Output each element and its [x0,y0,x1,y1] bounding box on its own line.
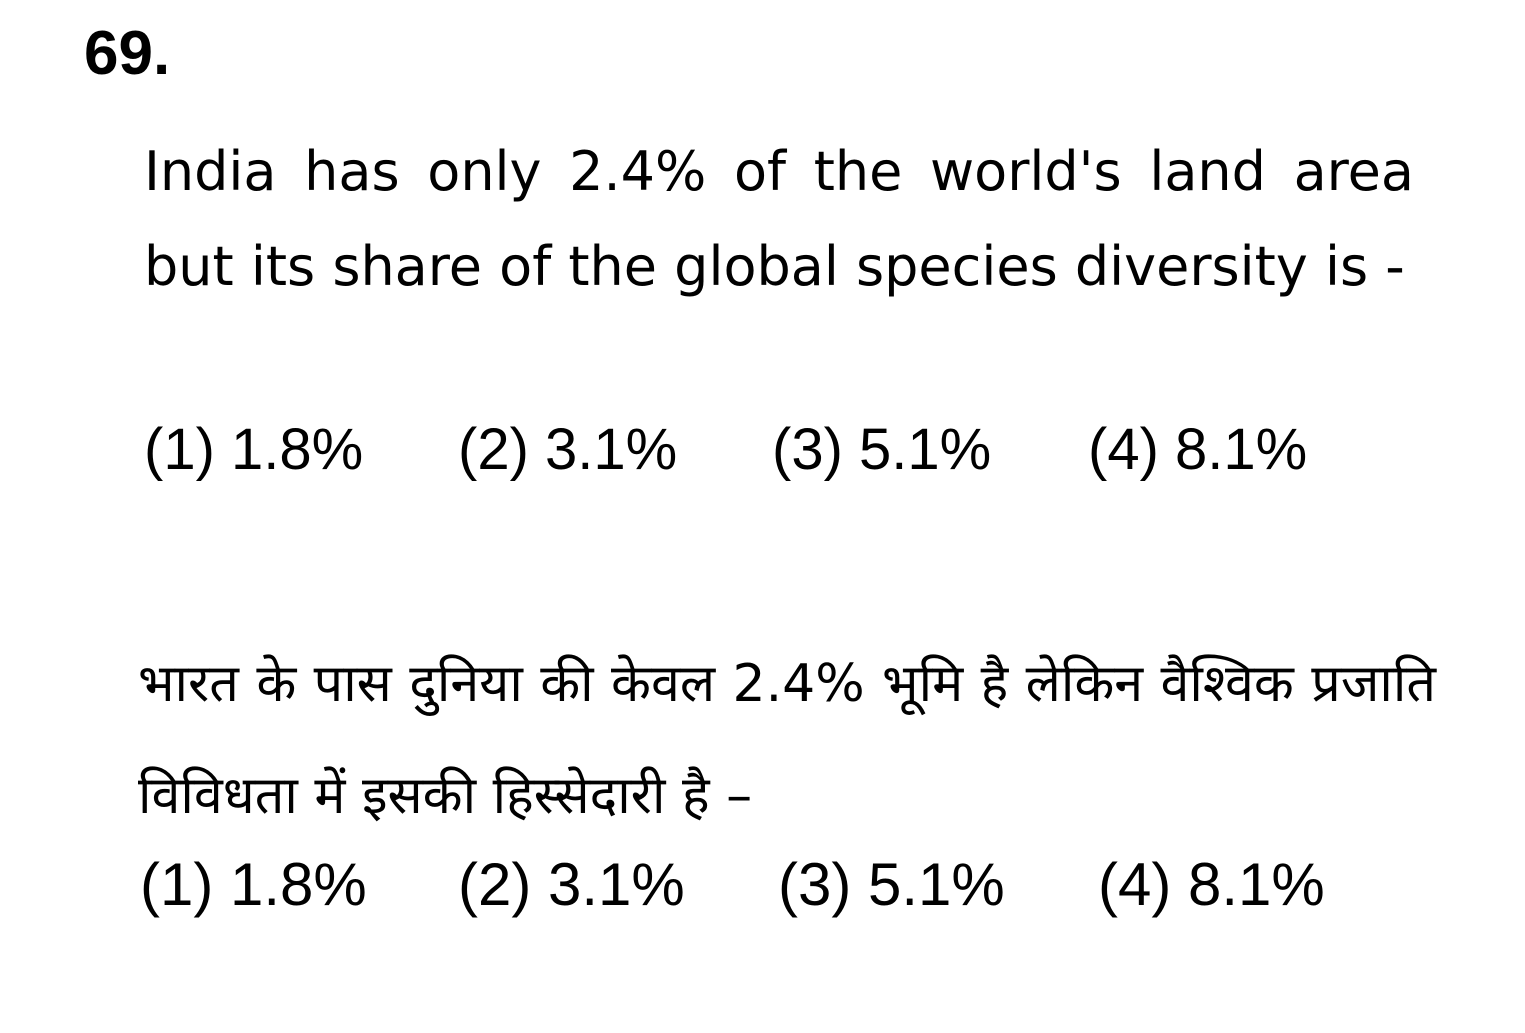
hindi-option-3: (3) 5.1% [778,851,1005,918]
english-option-2: (2) 3.1% [458,417,678,482]
english-option-4: (4) 8.1% [1088,417,1308,482]
hindi-option-4: (4) 8.1% [1098,851,1325,918]
hindi-option-1: (1) 1.8% [140,851,367,918]
english-options: (1) 1.8% (2) 3.1% (3) 5.1% (4) 8.1% [0,410,1525,490]
hindi-options: (1) 1.8% (2) 3.1% (3) 5.1% (4) 8.1% [0,843,1525,923]
english-option-1: (1) 1.8% [144,417,364,482]
question-number: 69. [84,19,171,88]
english-option-3: (3) 5.1% [772,417,992,482]
hindi-question-text: भारत के पास दुनिया की केवल 2.4% भूमि है … [138,654,1436,826]
english-question-text: India has only 2.4% of the world's land … [144,140,1414,298]
hindi-option-2: (2) 3.1% [458,851,685,918]
